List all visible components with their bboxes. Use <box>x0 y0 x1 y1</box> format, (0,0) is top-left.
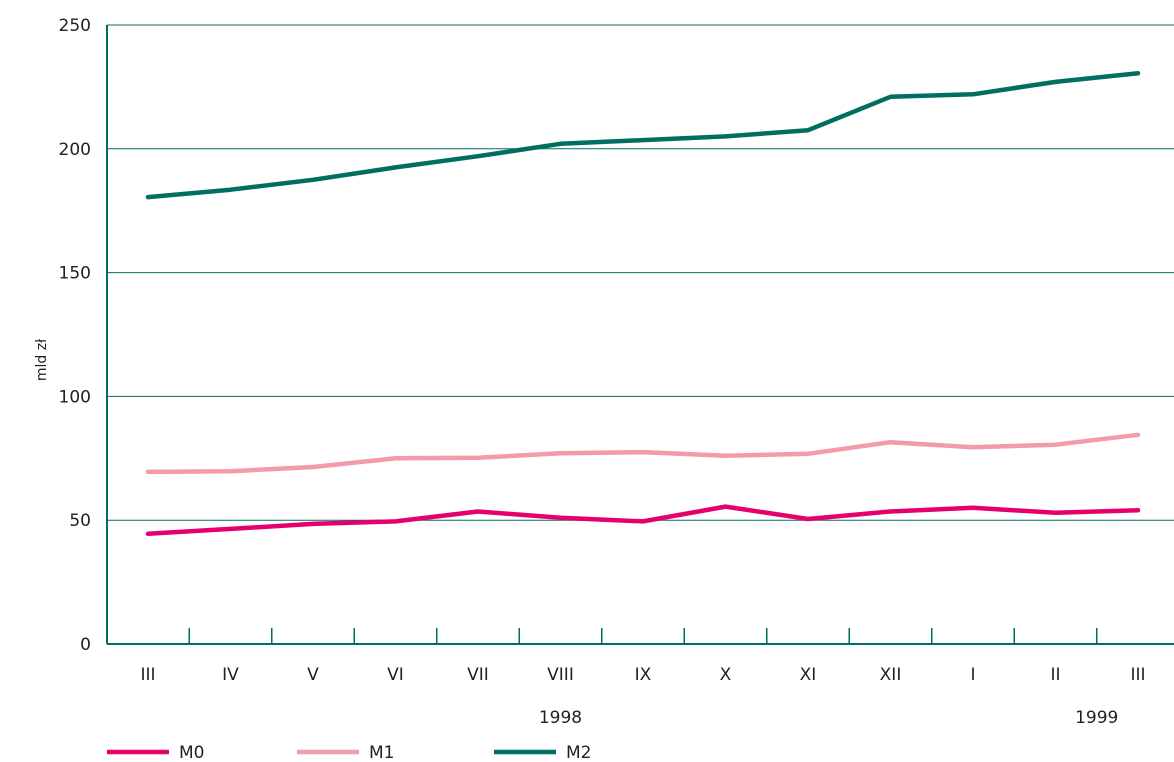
series-line-m0 <box>145 504 1141 537</box>
y-axis-label: mld zł <box>34 339 50 381</box>
x-tick-label: III <box>1130 665 1145 685</box>
x-tick-label: IV <box>222 665 239 685</box>
legend-label-m2: M2 <box>566 743 591 762</box>
x-tick-label: XI <box>800 665 817 685</box>
y-tick-label: 100 <box>59 387 91 407</box>
x-tick-label: II <box>1050 665 1060 685</box>
series-line-m2 <box>145 71 1141 200</box>
year-label: 1998 <box>539 708 582 728</box>
y-tick-label: 0 <box>80 635 91 655</box>
y-tick-labels: 0 50 100 150 200 250 <box>59 16 91 655</box>
x-tick-label: VI <box>387 665 404 685</box>
x-tick-label: III <box>140 665 155 685</box>
year-label: 1999 <box>1075 708 1118 728</box>
x-tick-label: VII <box>467 665 489 685</box>
x-tick-label: I <box>970 665 975 685</box>
y-tick-label: 200 <box>59 140 91 160</box>
series-line-m1 <box>145 432 1141 475</box>
y-tick-label: 250 <box>59 16 91 36</box>
x-tick-label: V <box>307 665 319 685</box>
legend: M0 M1 M2 <box>107 743 591 762</box>
x-tick-labels: III IV V VI VII VIII IX X XI XII I II III <box>140 665 1145 685</box>
x-tick-label: XII <box>880 665 902 685</box>
year-labels: 1998 1999 <box>539 708 1119 728</box>
axes <box>106 25 1174 645</box>
grid-lines <box>107 24 1174 521</box>
x-tick-label: IX <box>635 665 652 685</box>
y-tick-label: 150 <box>59 264 91 284</box>
legend-label-m1: M1 <box>369 743 394 762</box>
x-tick-label: X <box>720 665 732 685</box>
series-lines <box>145 71 1141 537</box>
x-tick-label: VIII <box>547 665 574 685</box>
y-tick-label: 50 <box>69 511 91 531</box>
legend-label-m0: M0 <box>179 743 204 762</box>
